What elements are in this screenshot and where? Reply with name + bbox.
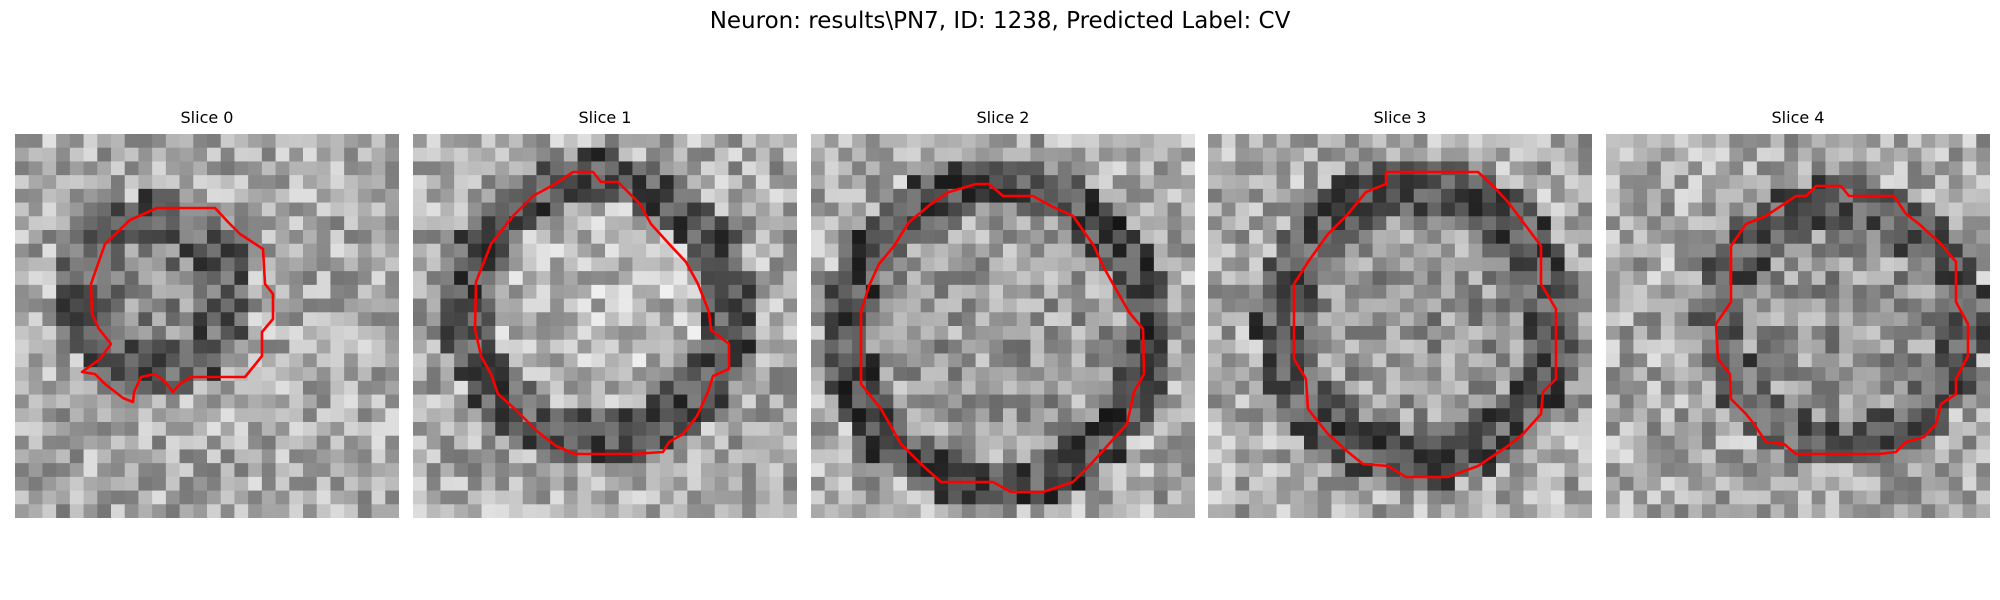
slice-title-2: Slice 2 — [976, 108, 1030, 127]
slice-panel-2: Slice 2 — [811, 108, 1195, 518]
figure-title: Neuron: results\PN7, ID: 1238, Predicted… — [709, 8, 1291, 34]
pixel-grid-0 — [15, 134, 399, 518]
segmentation-contour-3 — [1292, 170, 1558, 479]
pixel-grid-2 — [811, 134, 1195, 518]
slice-image-4 — [1606, 134, 1990, 518]
slice-panel-1: Slice 1 — [413, 108, 797, 518]
slice-image-2 — [811, 134, 1195, 518]
slice-title-4: Slice 4 — [1771, 108, 1825, 127]
segmentation-contour-2 — [859, 182, 1146, 494]
slice-panel-3: Slice 3 — [1208, 108, 1592, 518]
slice-image-1 — [413, 134, 797, 518]
slice-image-0 — [15, 134, 399, 518]
slice-title-3: Slice 3 — [1373, 108, 1427, 127]
segmentation-contour-0 — [80, 206, 275, 404]
pixel-grid-4 — [1606, 134, 1990, 518]
slice-panel-4: Slice 4 — [1606, 108, 1990, 518]
slice-panel-0: Slice 0 — [15, 108, 399, 518]
slice-image-3 — [1208, 134, 1592, 518]
segmentation-contour-4 — [1714, 184, 1970, 456]
pixel-grid-1 — [413, 134, 797, 518]
slice-title-1: Slice 1 — [578, 108, 632, 127]
segmentation-contour-1 — [473, 170, 731, 456]
pixel-grid-3 — [1208, 134, 1592, 518]
slice-title-0: Slice 0 — [180, 108, 234, 127]
